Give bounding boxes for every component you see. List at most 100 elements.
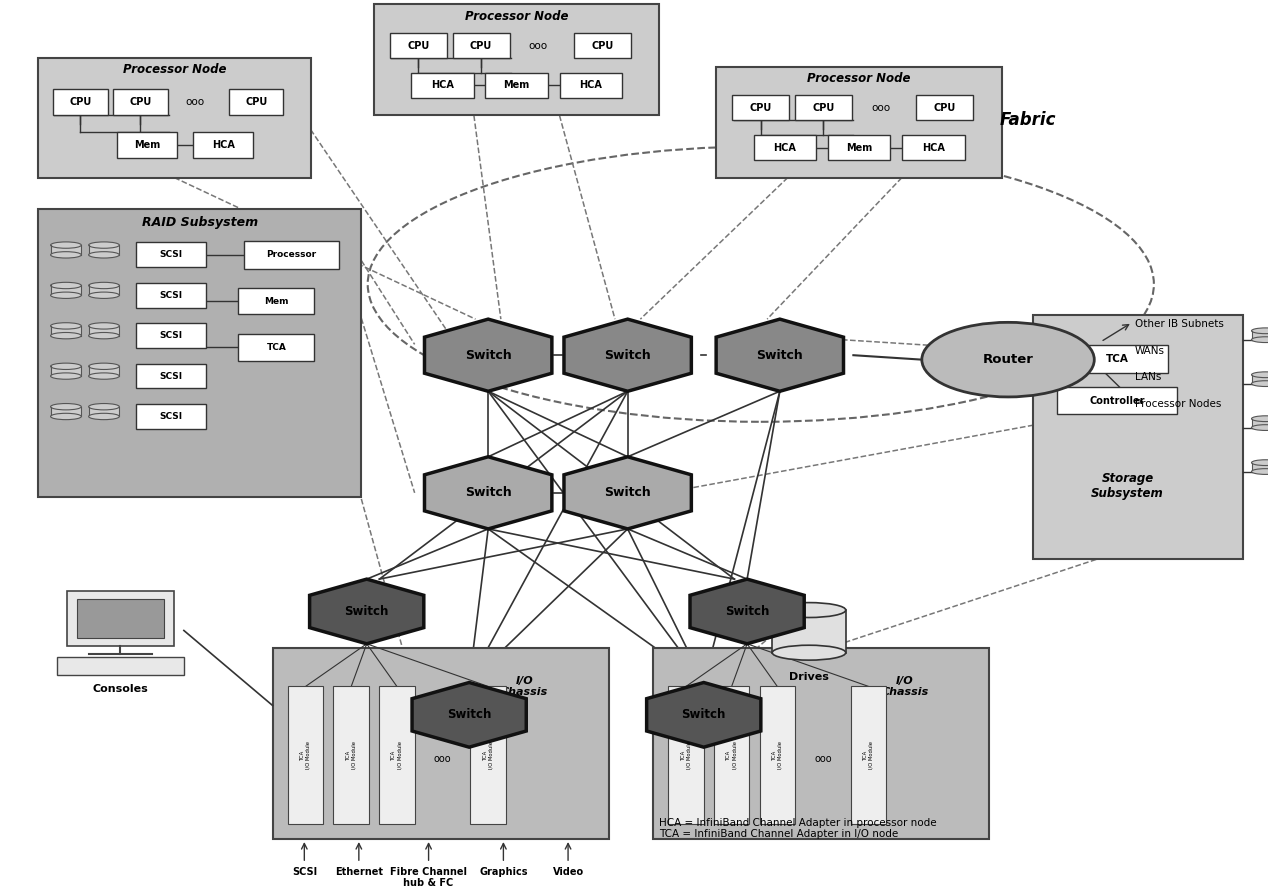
Text: LANs: LANs: [1135, 372, 1161, 383]
Bar: [89, 286, 119, 296]
Text: HCA: HCA: [922, 143, 945, 153]
Bar: [389, 34, 446, 58]
Bar: [243, 241, 340, 269]
Bar: [57, 657, 184, 675]
Text: HCA: HCA: [579, 81, 602, 91]
Bar: [53, 89, 108, 115]
Text: TCA
I/O Module: TCA I/O Module: [727, 741, 737, 769]
Polygon shape: [564, 456, 691, 529]
Bar: [89, 326, 119, 336]
Bar: [1252, 419, 1268, 428]
Text: TCA
I/O Module: TCA I/O Module: [864, 741, 874, 769]
Text: Switch: Switch: [465, 349, 511, 361]
Ellipse shape: [51, 403, 81, 410]
Text: CPU: CPU: [129, 97, 151, 107]
Bar: [38, 209, 361, 497]
Polygon shape: [425, 319, 552, 392]
Text: Controller: Controller: [1089, 396, 1145, 406]
Bar: [51, 367, 81, 377]
Bar: [137, 242, 205, 267]
Bar: [716, 67, 1002, 178]
Polygon shape: [425, 456, 552, 529]
Text: HCA: HCA: [773, 143, 796, 153]
Text: CPU: CPU: [591, 41, 614, 51]
Text: CPU: CPU: [749, 103, 772, 113]
Text: Processor Nodes: Processor Nodes: [1135, 399, 1221, 409]
Ellipse shape: [89, 292, 119, 298]
Bar: [113, 89, 167, 115]
Ellipse shape: [772, 603, 846, 617]
Text: ooo: ooo: [814, 754, 832, 764]
Bar: [137, 404, 205, 429]
Ellipse shape: [1252, 424, 1268, 431]
Text: Ethernet: Ethernet: [335, 867, 383, 876]
Bar: [668, 686, 704, 824]
Bar: [772, 610, 846, 653]
Text: TCA: TCA: [1106, 354, 1129, 364]
Text: Drives: Drives: [789, 672, 829, 682]
Bar: [89, 407, 119, 416]
Ellipse shape: [1252, 372, 1268, 377]
Ellipse shape: [89, 242, 119, 249]
Text: Switch: Switch: [682, 709, 725, 721]
Bar: [51, 286, 81, 296]
Text: Processor Node: Processor Node: [123, 63, 226, 76]
Bar: [51, 326, 81, 336]
Text: Consoles: Consoles: [93, 684, 148, 694]
Ellipse shape: [51, 332, 81, 339]
Text: SCSI: SCSI: [160, 371, 183, 381]
Text: Switch: Switch: [605, 349, 650, 361]
Text: Storage
Subsystem: Storage Subsystem: [1092, 472, 1164, 500]
Bar: [1252, 330, 1268, 339]
Text: Mem: Mem: [264, 297, 289, 305]
Text: I/O
Chassis: I/O Chassis: [881, 676, 928, 697]
Text: SCSI: SCSI: [292, 867, 317, 876]
Bar: [470, 686, 506, 824]
Polygon shape: [564, 319, 691, 392]
Ellipse shape: [89, 373, 119, 379]
Text: Mem: Mem: [503, 81, 530, 91]
Bar: [238, 334, 314, 361]
Bar: [486, 74, 548, 98]
Text: CPU: CPU: [245, 97, 268, 107]
Text: CPU: CPU: [407, 41, 430, 51]
Ellipse shape: [89, 251, 119, 258]
Ellipse shape: [1252, 337, 1268, 343]
Ellipse shape: [89, 363, 119, 369]
Text: Processor Node: Processor Node: [808, 72, 910, 85]
Text: ooo: ooo: [871, 103, 890, 113]
Ellipse shape: [51, 373, 81, 379]
Polygon shape: [647, 683, 761, 747]
Bar: [760, 686, 795, 824]
Text: Switch: Switch: [725, 605, 770, 618]
Bar: [89, 245, 119, 255]
Ellipse shape: [922, 322, 1094, 397]
Text: TCA
I/O Module: TCA I/O Module: [483, 741, 493, 769]
Bar: [230, 89, 284, 115]
Ellipse shape: [89, 413, 119, 420]
Bar: [714, 686, 749, 824]
Bar: [137, 364, 205, 389]
Bar: [653, 648, 989, 839]
Text: WANs: WANs: [1135, 345, 1165, 356]
Bar: [411, 74, 474, 98]
Text: SCSI: SCSI: [160, 250, 183, 259]
Text: Switch: Switch: [605, 487, 650, 499]
Bar: [1252, 375, 1268, 384]
Bar: [795, 96, 852, 120]
Bar: [38, 58, 311, 178]
Text: Graphics: Graphics: [479, 867, 527, 876]
Text: Mem: Mem: [846, 143, 872, 153]
Text: Router: Router: [983, 353, 1033, 366]
Bar: [902, 136, 965, 160]
Bar: [453, 34, 510, 58]
Text: RAID Subsystem: RAID Subsystem: [142, 216, 257, 229]
Ellipse shape: [51, 282, 81, 289]
Text: Switch: Switch: [345, 605, 389, 618]
Text: CPU: CPU: [813, 103, 834, 113]
Bar: [915, 96, 974, 120]
Bar: [573, 34, 630, 58]
Bar: [66, 591, 175, 646]
Text: TCA: TCA: [266, 343, 287, 352]
Text: CPU: CPU: [470, 41, 492, 51]
